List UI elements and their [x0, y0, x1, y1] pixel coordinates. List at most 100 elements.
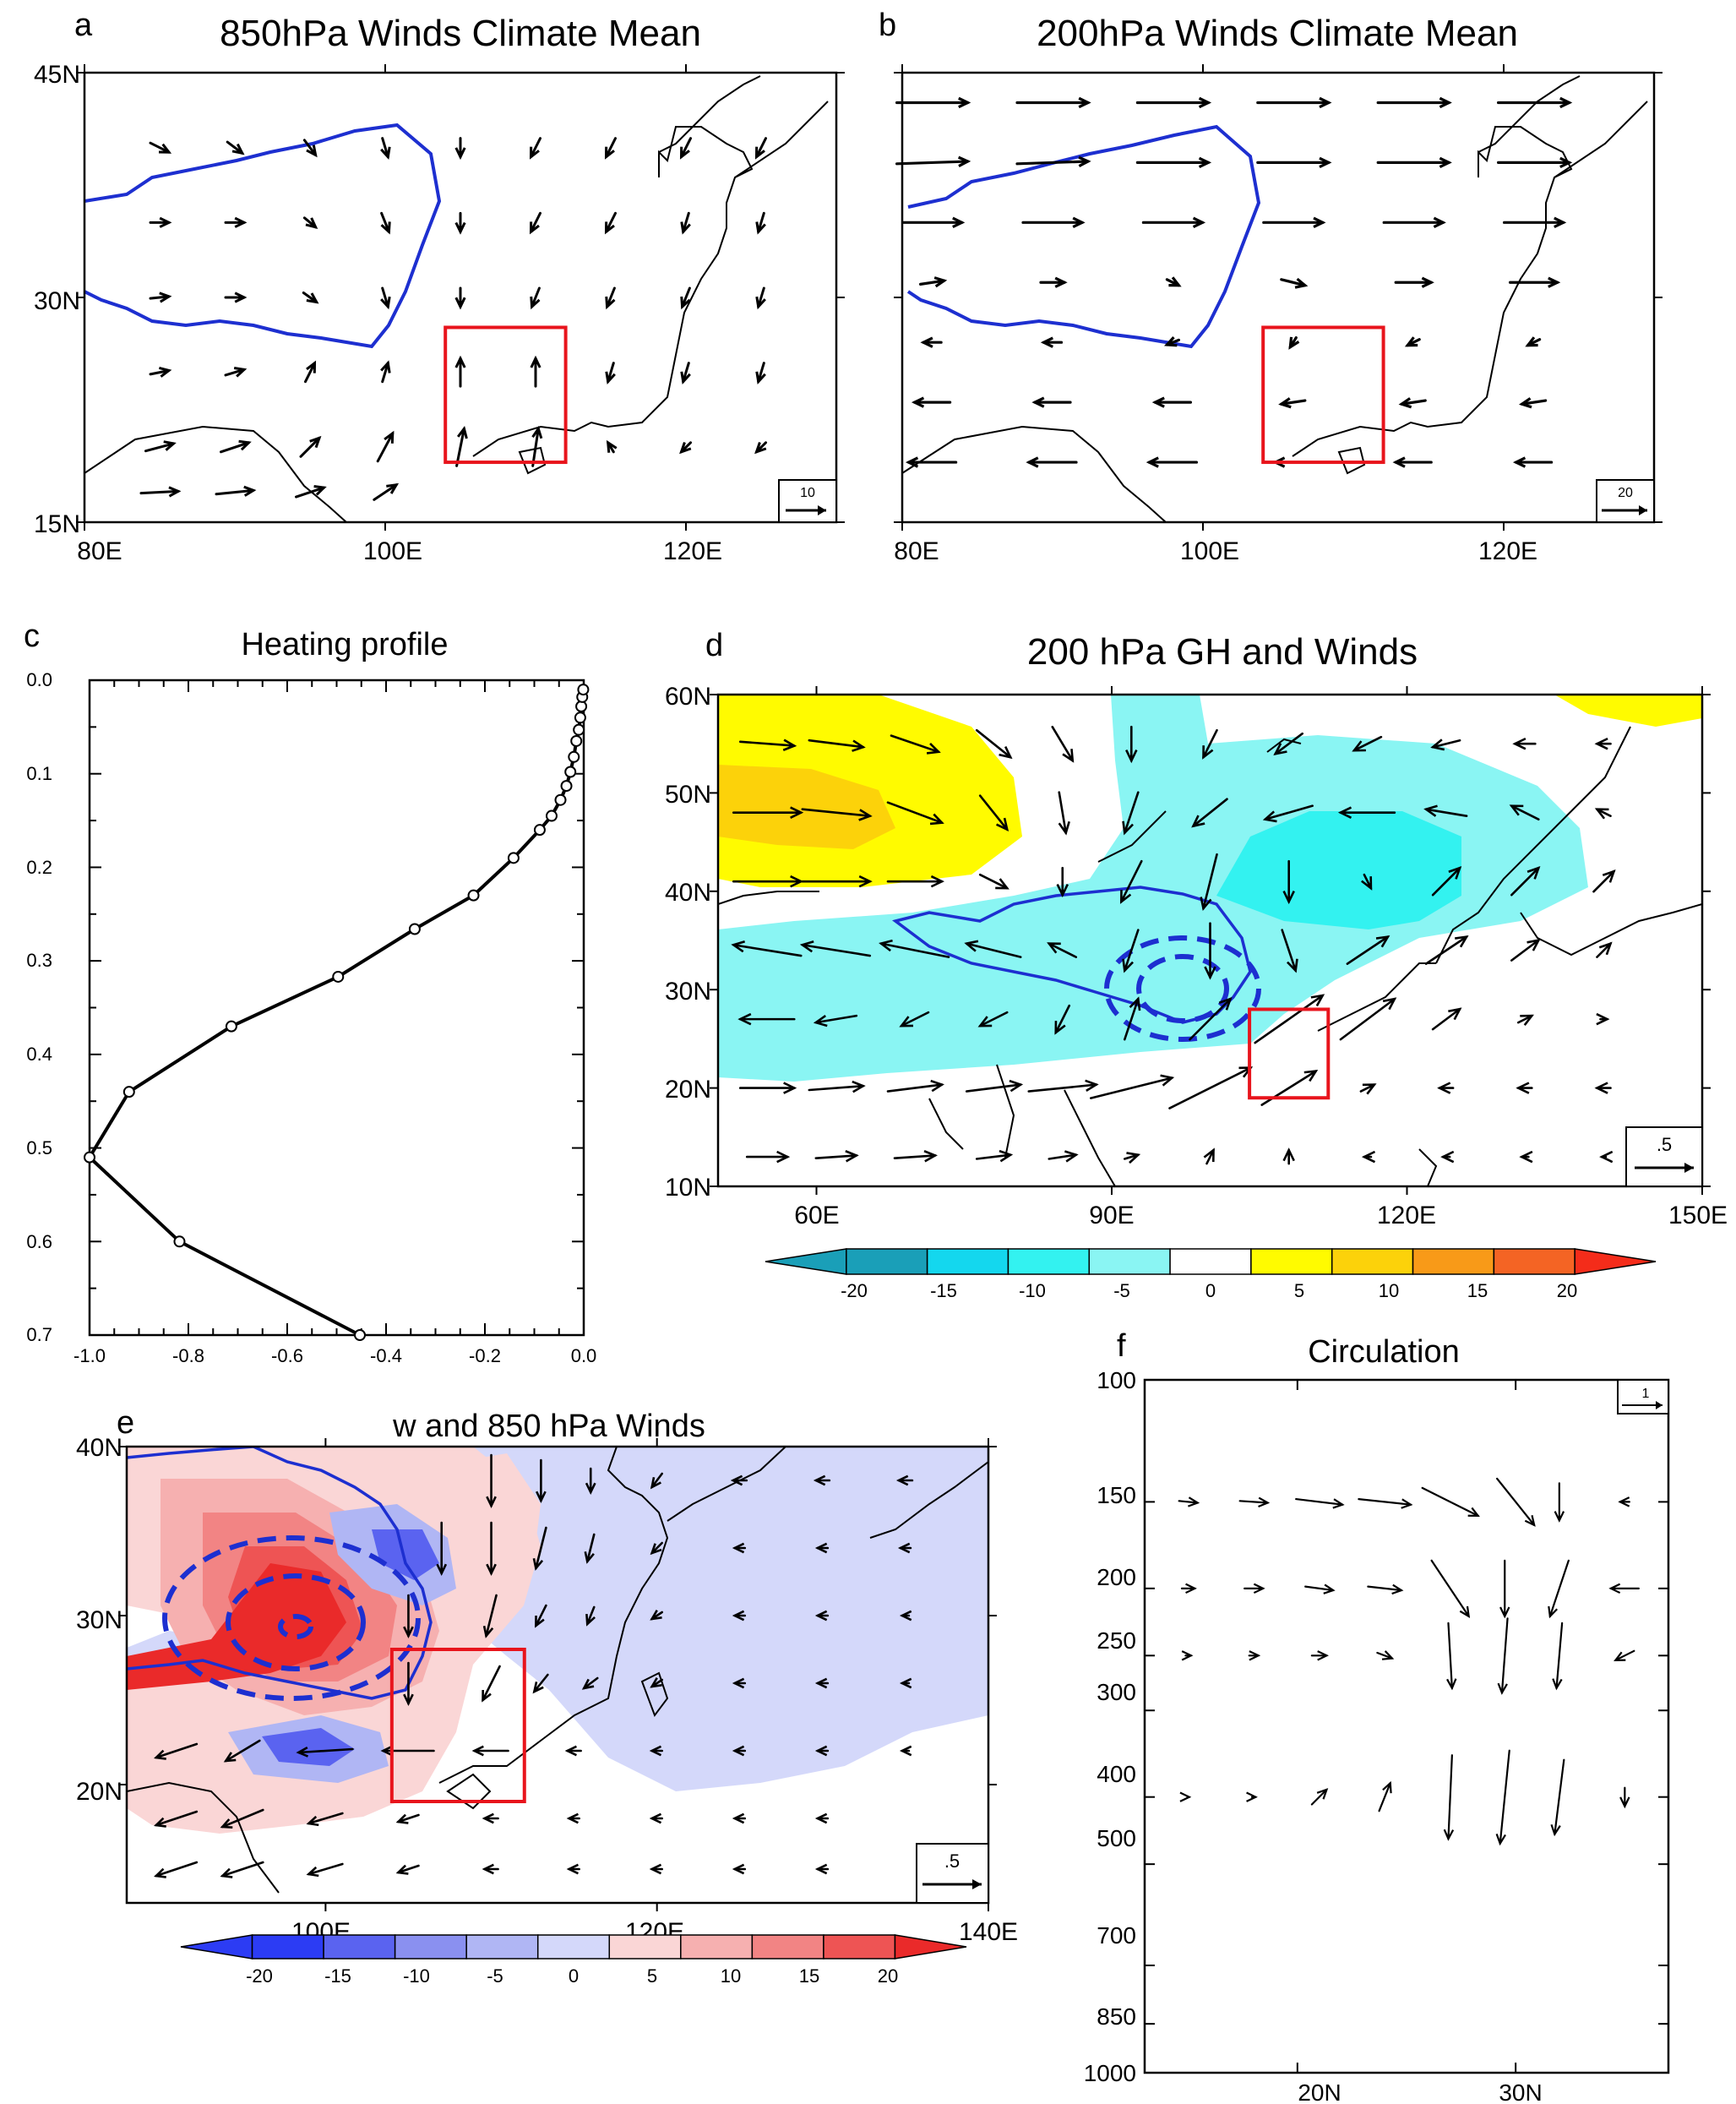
study-box [444, 325, 568, 465]
arrow-head [999, 1149, 1014, 1163]
colorbar-swatch [1412, 1248, 1495, 1275]
arrow-head [1313, 216, 1326, 228]
study-box [1261, 325, 1385, 465]
arrow-head [1062, 749, 1075, 763]
wind-arrow [1361, 1150, 1376, 1164]
arrow-shaft [376, 432, 395, 463]
wind-arrow [1163, 336, 1181, 347]
wind-arrow [380, 360, 391, 384]
arrow-head [995, 878, 1009, 890]
wind-arrow [1304, 1583, 1336, 1594]
wind-arrow [1122, 791, 1140, 836]
wind-arrow [380, 286, 391, 310]
arrow-head [380, 296, 391, 310]
arrow-head [1122, 958, 1134, 973]
arrow-head [482, 1812, 494, 1824]
arrow-head [776, 1150, 791, 1164]
arrow-head [1559, 156, 1573, 169]
wind-arrow [901, 216, 966, 228]
arrow-head [1594, 737, 1608, 750]
wind-arrow [1440, 1150, 1455, 1164]
wind-arrow [1518, 397, 1548, 409]
wind-arrow [920, 336, 943, 348]
arrow-shaft [381, 137, 389, 159]
arrow-head [1316, 1788, 1329, 1800]
arrow-shaft [1051, 725, 1075, 762]
arrow-head [380, 221, 391, 235]
wind-arrow [732, 875, 804, 888]
plot-frame [88, 679, 585, 1337]
wind-arrow [139, 486, 182, 498]
wind-arrow [1516, 1082, 1533, 1094]
arrow-shaft [455, 427, 465, 467]
arrow-head [1040, 336, 1054, 348]
arrow-head [731, 940, 746, 953]
arrow-head [1614, 1651, 1626, 1661]
arrow-shaft [307, 1862, 344, 1876]
wind-arrow [1548, 1559, 1570, 1619]
arrow-head [1526, 866, 1541, 880]
arrow-head [1361, 876, 1373, 891]
wind-arrow [975, 1149, 1014, 1163]
arrow-head [649, 1863, 662, 1875]
arrow-shaft [144, 442, 175, 453]
arrow-head [605, 371, 616, 384]
wind-arrow [1378, 1780, 1392, 1812]
wind-arrow [380, 137, 391, 160]
ref-vector-box: .5 [1625, 1126, 1703, 1187]
arrow-head [530, 296, 541, 310]
wind-arrow [1502, 216, 1567, 228]
profile-point [577, 684, 590, 696]
wind-vectors [894, 64, 1663, 531]
colorbar-swatch [394, 1934, 467, 1960]
y-tick-label: 400 [1097, 1761, 1136, 1787]
arrow-head [911, 396, 925, 408]
arrow-head [566, 1863, 579, 1875]
profile-point [353, 1329, 366, 1341]
ref-vector-label: .5 [1657, 1134, 1672, 1155]
arrow-head [680, 221, 691, 235]
wind-arrow [808, 739, 866, 752]
arrow-shaft [1048, 942, 1078, 958]
colorbar-swatch [894, 1934, 967, 1960]
colorbar-swatch [323, 1934, 396, 1960]
plot-frame [125, 1445, 990, 1905]
colorbar: -20 -15 -10 -5 0 5 10 15 20 [765, 1248, 1657, 1301]
arrow-head [895, 1474, 909, 1486]
arrow-shaft [531, 427, 540, 467]
wind-arrow [1262, 804, 1314, 823]
colorbar-label: -20 [841, 1280, 868, 1301]
arrow-shaft [1346, 935, 1390, 965]
wind-arrow [302, 139, 318, 158]
arrow-head [1203, 1147, 1215, 1163]
wind-arrow [454, 355, 466, 388]
arrow-head [486, 1563, 497, 1576]
wind-vectors [76, 64, 845, 531]
arrow-head [1448, 1007, 1462, 1021]
colorbar-label: 15 [799, 1965, 819, 1987]
wind-arrow [732, 1745, 747, 1757]
arrow-head [814, 1542, 828, 1554]
arrow-shaft [299, 436, 321, 458]
arrow-shaft [682, 211, 690, 233]
arrow-head [732, 1677, 745, 1689]
wind-arrow [755, 286, 766, 310]
arrow-head [1332, 1498, 1345, 1509]
arrow-shaft [886, 801, 944, 824]
arrow-shaft [585, 1533, 596, 1563]
arrow-shaft [808, 739, 865, 749]
wind-arrow [296, 1746, 354, 1758]
arrow-head [403, 1693, 414, 1706]
arrow-head [1619, 1796, 1630, 1809]
wind-arrow [226, 140, 245, 155]
x-tick-label: 20N [1298, 2079, 1341, 2104]
y-tick-label: 40N [76, 1434, 122, 1462]
wind-arrow [482, 1812, 499, 1824]
arrow-shaft [757, 362, 765, 384]
arrow-shaft [814, 1154, 858, 1159]
wind-arrow [1510, 938, 1541, 962]
wind-arrow [732, 806, 804, 819]
arrow-head [566, 1812, 579, 1824]
arrow-head [996, 817, 1009, 832]
wind-arrow [1346, 935, 1390, 965]
